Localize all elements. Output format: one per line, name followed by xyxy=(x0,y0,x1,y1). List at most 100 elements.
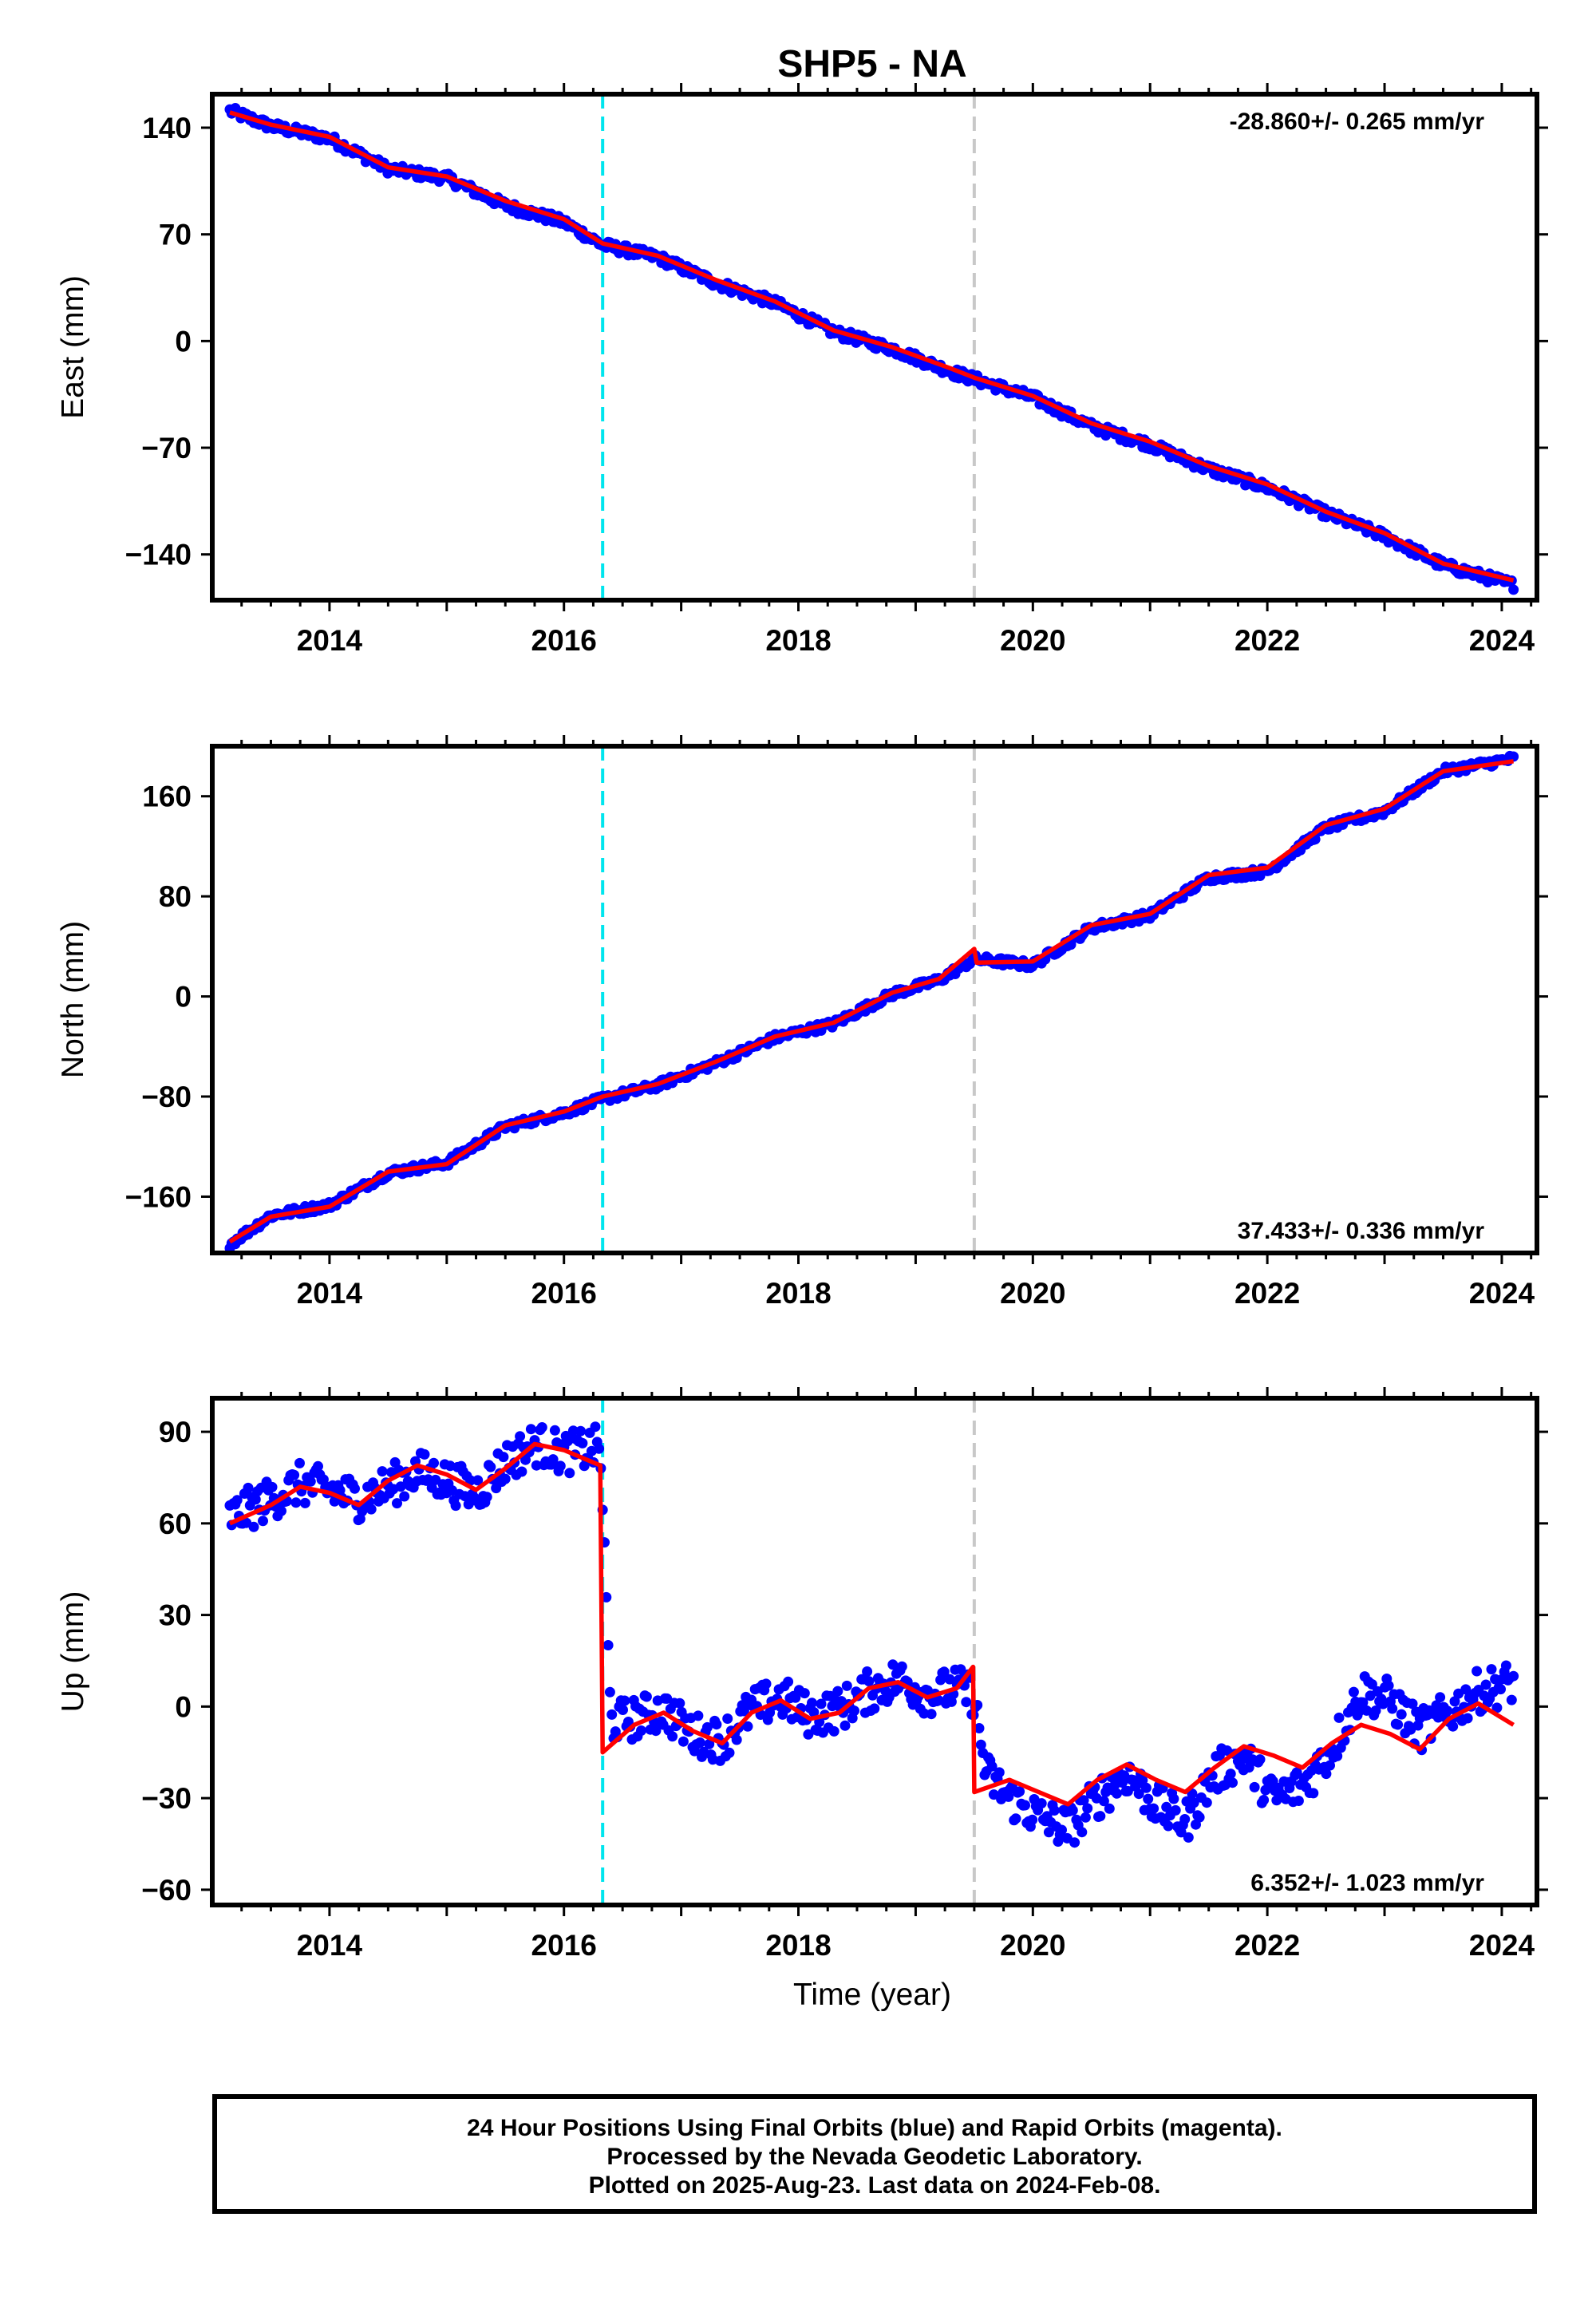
up-data-point xyxy=(1249,1781,1260,1792)
up-rate-annotation: 6.352+/- 1.023 mm/yr xyxy=(1250,1870,1484,1896)
up-data-point xyxy=(1082,1803,1093,1814)
up-ytick-label: −30 xyxy=(141,1782,192,1815)
up-data-point xyxy=(1161,1801,1172,1812)
up-data-point xyxy=(498,1452,509,1463)
up-data-point xyxy=(1396,1709,1407,1720)
up-data-point xyxy=(567,1425,579,1437)
up-data-point xyxy=(896,1661,907,1672)
north-model-line xyxy=(228,759,1514,1244)
panel-east: 140 70 0 −70 −140 2014 2016 2018 2020 2022 2024 Eas… xyxy=(56,83,1548,657)
up-xtick-label: 2018 xyxy=(765,1929,831,1962)
up-data-point xyxy=(1170,1804,1181,1816)
up-data-point xyxy=(839,1720,851,1731)
east-ytick-label: 70 xyxy=(159,219,192,251)
up-data-point xyxy=(1500,1660,1511,1671)
east-model-line xyxy=(229,110,1515,583)
up-data-point xyxy=(1078,1795,1089,1806)
panel-north: 160 80 0 −80 −160 2014 2016 2018 2020 2022 2024 Nor… xyxy=(56,735,1548,1310)
up-ytick-label: −60 xyxy=(141,1874,192,1907)
up-data-point xyxy=(1291,1767,1302,1778)
up-data-point xyxy=(1036,1798,1047,1809)
north-data-point xyxy=(1508,751,1519,762)
north-ytick-label: −80 xyxy=(141,1081,192,1113)
up-data-point xyxy=(1069,1837,1080,1848)
up-data-point xyxy=(313,1460,323,1472)
up-data-point xyxy=(808,1706,820,1717)
up-data-point xyxy=(1122,1785,1133,1796)
up-data-point xyxy=(828,1725,839,1737)
east-xtick-label: 2014 xyxy=(297,624,363,657)
east-xtick-label: 2018 xyxy=(765,624,831,657)
up-data-point xyxy=(1010,1813,1021,1824)
up-data-point xyxy=(1293,1796,1304,1806)
up-data-point xyxy=(1472,1666,1483,1677)
up-data-point xyxy=(1462,1713,1473,1724)
up-data-point xyxy=(1383,1680,1394,1691)
up-data-point xyxy=(832,1686,843,1697)
up-data-point xyxy=(450,1500,461,1512)
up-data-point xyxy=(731,1734,742,1745)
up-data-point xyxy=(604,1686,615,1697)
up-data-point xyxy=(783,1676,794,1687)
north-xtick-label: 2024 xyxy=(1469,1277,1535,1310)
north-xtick-label: 2016 xyxy=(531,1277,597,1310)
x-axis-label: Time (year) xyxy=(793,1978,951,2012)
up-data-point xyxy=(816,1698,827,1709)
up-data-point xyxy=(399,1491,410,1502)
up-data-point xyxy=(1308,1788,1319,1799)
east-ytick-label: −70 xyxy=(141,432,192,464)
up-data-point xyxy=(289,1469,300,1480)
east-xtick-label: 2022 xyxy=(1235,624,1300,657)
up-ytick-label: 60 xyxy=(159,1508,192,1540)
up-data-point xyxy=(1148,1803,1159,1814)
up-ytick-label: 90 xyxy=(159,1416,192,1448)
up-data-point xyxy=(1143,1793,1154,1804)
east-ytick-label: 140 xyxy=(142,112,192,144)
up-plot-frame xyxy=(210,1396,1539,1907)
up-data-point xyxy=(1225,1769,1236,1780)
processing-note-box: 24 Hour Positions Using Final Orbits (bl… xyxy=(212,2094,1537,2214)
up-data-point xyxy=(536,1422,547,1433)
up-xtick-label: 2016 xyxy=(531,1929,597,1962)
up-data-point xyxy=(594,1443,605,1454)
up-data-point xyxy=(619,1695,630,1706)
up-data-point xyxy=(1201,1797,1212,1808)
up-data-point xyxy=(694,1737,705,1748)
north-xtick-label: 2014 xyxy=(297,1277,363,1310)
north-rate-annotation: 37.433+/- 0.336 mm/yr xyxy=(1238,1218,1485,1244)
up-data-point xyxy=(525,1424,536,1435)
up-data-point xyxy=(674,1697,685,1709)
up-data-point xyxy=(485,1461,496,1472)
up-data-point xyxy=(547,1454,559,1465)
up-model-line xyxy=(228,1441,1515,1807)
up-data-point xyxy=(1098,1796,1109,1807)
up-data-point xyxy=(294,1457,305,1468)
up-data-point xyxy=(515,1431,526,1442)
up-data-point xyxy=(564,1468,575,1479)
up-data-point xyxy=(1179,1814,1191,1824)
up-data-point xyxy=(760,1678,772,1690)
up-xtick-label: 2022 xyxy=(1235,1929,1300,1962)
up-data-point xyxy=(704,1738,715,1749)
up-data-point xyxy=(395,1481,406,1492)
up-data-point xyxy=(1333,1712,1345,1723)
up-data-point xyxy=(575,1425,587,1437)
up-data-point xyxy=(1112,1788,1122,1799)
up-data-point xyxy=(419,1448,430,1460)
up-data-point xyxy=(1407,1698,1418,1709)
up-data-point xyxy=(1491,1702,1503,1713)
east-ytick-label: −140 xyxy=(125,539,192,571)
up-data-point xyxy=(577,1437,588,1448)
up-data-point xyxy=(1506,1694,1517,1705)
up-data-point xyxy=(955,1664,966,1675)
north-y-axis-label: North (mm) xyxy=(56,921,90,1078)
up-data-point xyxy=(1486,1664,1497,1675)
up-data-point xyxy=(276,1505,286,1516)
up-data-point xyxy=(701,1721,713,1733)
up-data-point xyxy=(799,1688,810,1699)
up-data-point xyxy=(392,1498,402,1509)
up-data-point xyxy=(1321,1769,1332,1780)
north-ytick-label: 80 xyxy=(159,880,192,913)
up-data-point xyxy=(429,1457,439,1468)
